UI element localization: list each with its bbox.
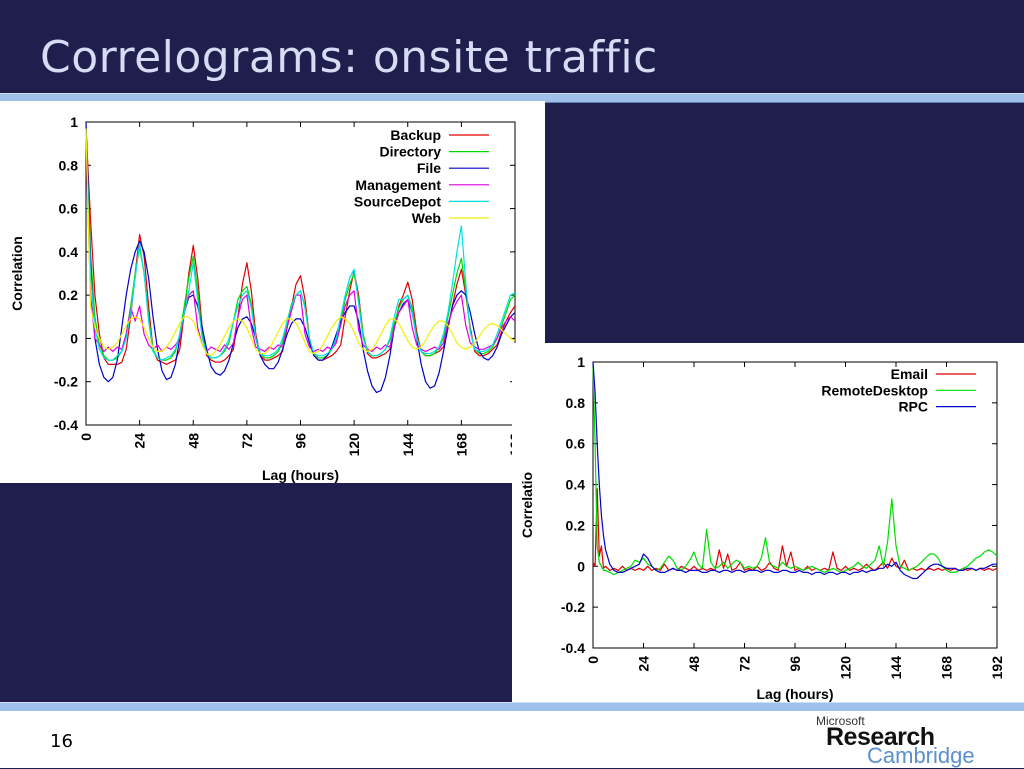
y-tick-label: 0 xyxy=(70,330,78,346)
y-axis-label: Correlatio xyxy=(519,472,535,538)
legend-label: Directory xyxy=(380,144,442,160)
x-tick-label: 72 xyxy=(239,433,255,449)
series-line-remotedesktop xyxy=(592,366,998,576)
x-tick-label: 168 xyxy=(939,656,955,680)
series-line-management xyxy=(85,143,516,352)
legend-label: Backup xyxy=(390,127,441,143)
y-tick-label: 1 xyxy=(577,354,585,370)
correlogram-svg-1: -0.4 -0.2 0 0.2 0.4 0.6 0.8 1 0 24 48 72 96 120 144 168… xyxy=(9,114,523,483)
correlogram-chart-2: -0.4 -0.2 0 0.2 0.4 0.6 0.8 1 0 24 48 72 96 120 144 168… xyxy=(512,343,1024,702)
y-tick-label: -0.2 xyxy=(54,374,78,390)
y-tick-label: -0.4 xyxy=(54,417,78,433)
x-tick-label: 168 xyxy=(453,433,469,457)
y-tick-label: 0.4 xyxy=(566,477,586,493)
y-tick-label: 0 xyxy=(577,558,585,574)
y-tick-label: 1 xyxy=(70,114,78,130)
y-axis-label: Correlation xyxy=(9,236,25,311)
logo-microsoft-text: Microsoft xyxy=(816,714,865,728)
x-tick-label: 144 xyxy=(888,656,904,680)
x-axis-label: Lag (hours) xyxy=(757,686,834,702)
logo-research-text: Research xyxy=(826,723,935,751)
series-line-email xyxy=(592,488,998,571)
page-number: 16 xyxy=(50,731,73,752)
series-line-web xyxy=(85,128,516,357)
y-tick-label: 0.2 xyxy=(59,287,79,303)
y-tick-label: 0.8 xyxy=(59,157,79,173)
x-tick-label: 24 xyxy=(636,656,652,672)
microsoft-research-cambridge-logo: Microsoft Research Cambridge xyxy=(814,713,984,768)
x-tick-label: 72 xyxy=(737,656,753,672)
x-tick-label: 0 xyxy=(78,433,94,441)
legend-label: RemoteDesktop xyxy=(821,382,928,398)
x-tick-label: 120 xyxy=(838,656,854,680)
y-tick-label: 0.6 xyxy=(59,201,79,217)
y-tick-label: 0.4 xyxy=(59,244,79,260)
y-tick-label: -0.4 xyxy=(561,640,585,656)
x-tick-label: 192 xyxy=(989,656,1005,680)
x-tick-label: 0 xyxy=(585,656,601,664)
plot-frame xyxy=(592,361,998,649)
y-tick-label: 0.2 xyxy=(566,517,586,533)
x-tick-label: 144 xyxy=(400,433,416,457)
correlogram-chart-1: -0.4 -0.2 0 0.2 0.4 0.6 0.8 1 0 24 48 72 96 120 144 168… xyxy=(0,101,545,483)
x-tick-label: 96 xyxy=(293,433,309,449)
y-tick-label: 0.6 xyxy=(566,436,586,452)
legend-label: Management xyxy=(355,177,441,193)
legend-label: Email xyxy=(891,366,928,382)
series-line-file xyxy=(85,121,516,394)
correlogram-svg-2: -0.4 -0.2 0 0.2 0.4 0.6 0.8 1 0 24 48 72 96 120 144 168… xyxy=(519,354,1005,702)
legend-label: Web xyxy=(412,210,441,226)
footer-bar xyxy=(0,711,1024,768)
x-tick-label: 48 xyxy=(185,433,201,449)
x-tick-label: 48 xyxy=(686,656,702,672)
plot-frame xyxy=(85,121,516,426)
logo-cambridge-text: Cambridge xyxy=(867,743,975,768)
series-line-backup xyxy=(85,128,516,365)
y-tick-label: 0.8 xyxy=(566,395,586,411)
x-axis-label: Lag (hours) xyxy=(262,467,339,483)
series-line-rpc xyxy=(592,361,997,580)
legend-label: RPC xyxy=(898,399,928,415)
x-tick-label: 120 xyxy=(346,433,362,457)
series-line-sourcedepot xyxy=(85,132,516,361)
x-tick-label: 24 xyxy=(132,433,148,449)
x-tick-label: 96 xyxy=(787,656,803,672)
slide-title: Correlograms: onsite traffic xyxy=(40,32,658,83)
legend-label: SourceDepot xyxy=(354,193,441,209)
legend-label: File xyxy=(417,160,441,176)
y-tick-label: -0.2 xyxy=(561,599,585,615)
